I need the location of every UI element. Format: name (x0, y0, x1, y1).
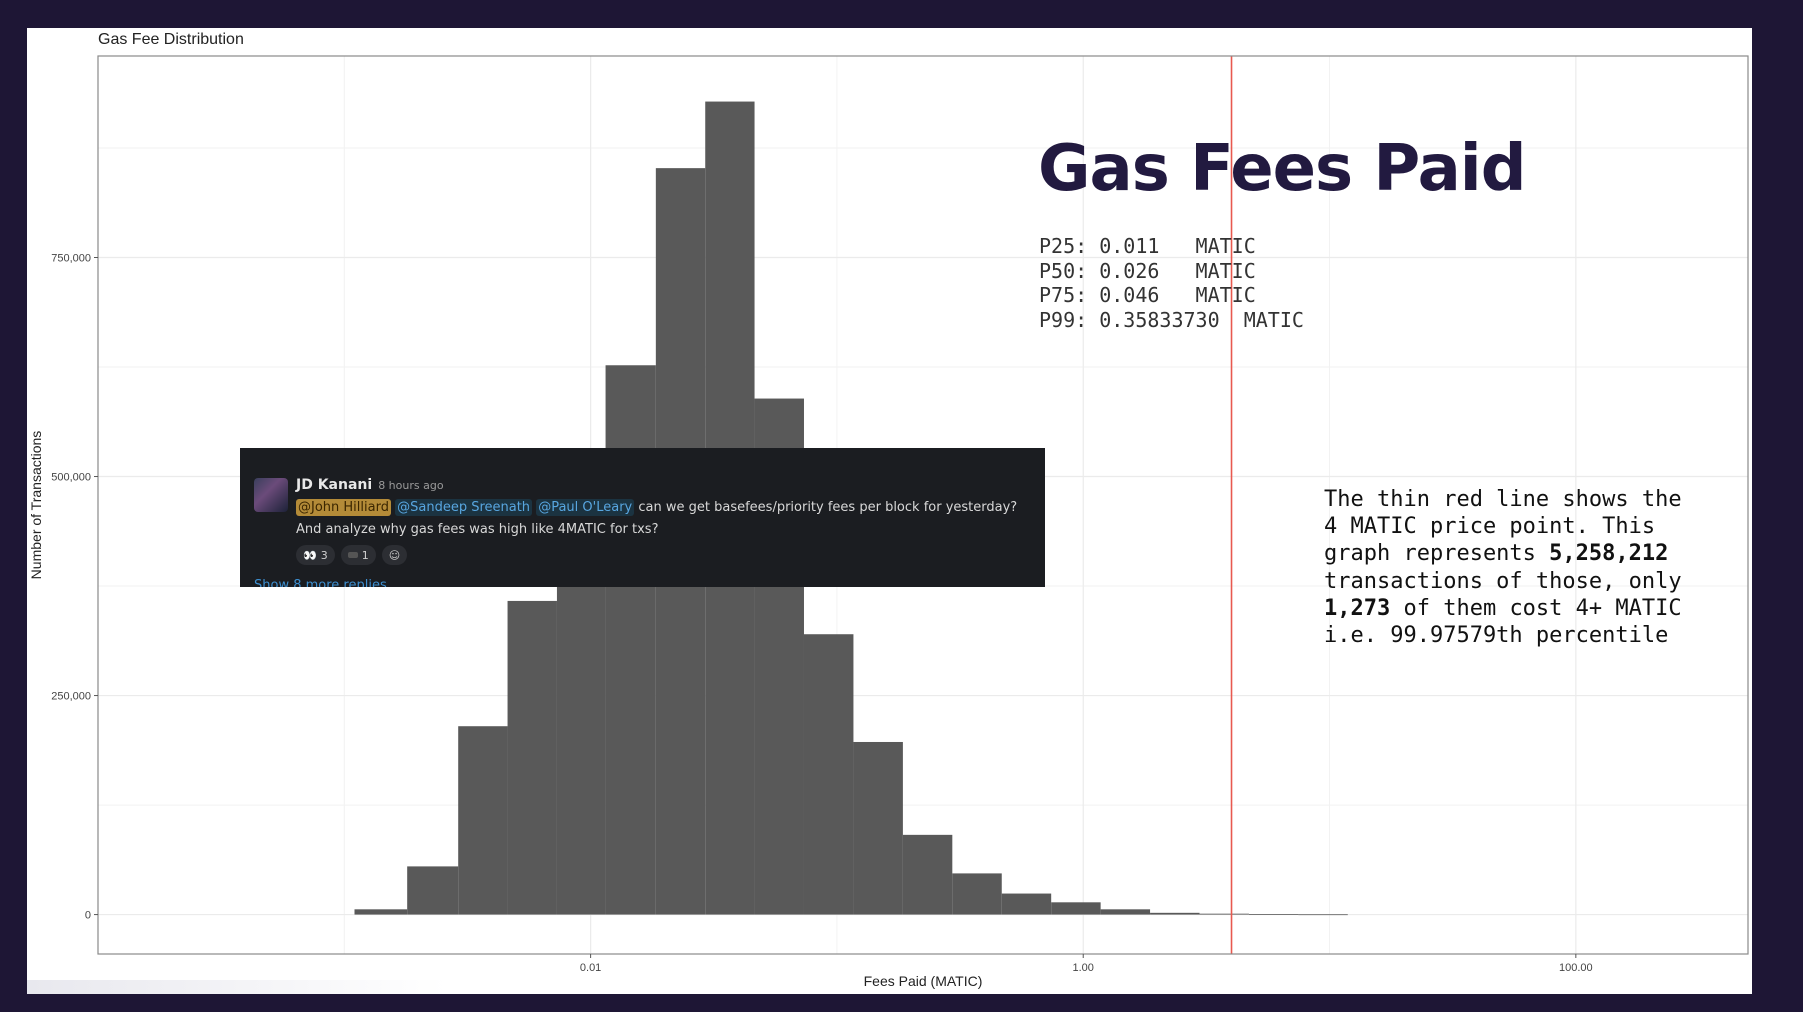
total-transactions: 5,258,212 (1549, 541, 1669, 567)
histogram-bar (1248, 914, 1299, 915)
x-tick-label: 100.00 (1559, 962, 1593, 974)
avatar[interactable] (254, 478, 288, 512)
custom-emoji-icon (347, 552, 358, 558)
reaction-eyes[interactable]: 👀 3 (296, 545, 335, 565)
x-axis-label: Fees Paid (MATIC) (864, 973, 983, 989)
histogram-bar (354, 909, 408, 915)
y-tick-label: 0 (85, 910, 91, 922)
add-reaction-button[interactable]: ☺ (381, 545, 408, 565)
histogram-bar (952, 873, 1002, 915)
x-tick-label: 1.00 (1073, 962, 1094, 974)
reactions: 👀 3 1 ☺ (296, 545, 408, 565)
plot-panel-border (97, 55, 1749, 955)
slack-message-overlay: JD Kanani 8 hours ago @John Hilliard @San… (240, 448, 1045, 587)
histogram-bar (1150, 912, 1200, 915)
bottom-fade (27, 980, 447, 994)
annotation-note: The thin red line shows the 4 MATIC pric… (1324, 486, 1704, 649)
note-line: i.e. 99.97579th percentile (1324, 623, 1669, 649)
histogram-bar (407, 866, 459, 915)
histogram-bar (458, 726, 508, 915)
y-tick-label: 500,000 (51, 472, 91, 484)
percentile-p50: P50: 0.026 MATIC (1039, 258, 1256, 283)
headline: Gas Fees Paid (1038, 132, 1527, 206)
histogram-bar (1001, 893, 1052, 915)
add-emoji-icon: ☺ (388, 548, 401, 562)
note-line: graph represents (1324, 541, 1550, 567)
axis-layer: 0.01 1.00 100.00 0 250,000 500,000 750,000 (51, 253, 1592, 974)
percentile-list: P25: 0.011 MATIC P50: 0.026 MATIC P75: 0.0… (1039, 234, 1304, 332)
mention-john[interactable]: @John Hilliard (296, 499, 391, 516)
percentile-p75: P75: 0.046 MATIC (1039, 283, 1256, 307)
message-text: can we get basefees/priority fees per bl… (296, 500, 1018, 537)
mention-sandeep[interactable]: @Sandeep Sreenath (395, 499, 533, 516)
histogram-bar (853, 741, 903, 915)
message-time[interactable]: 8 hours ago (378, 479, 444, 492)
show-more-replies-link[interactable]: Show 8 more replies (254, 578, 387, 587)
note-line: transactions of those, only (1324, 568, 1682, 594)
histogram-bar (507, 600, 557, 915)
mention-paul[interactable]: @Paul O'Leary (536, 499, 635, 516)
percentile-p25: P25: 0.011 MATIC (1039, 234, 1256, 258)
message-body: @John Hilliard @Sandeep Sreenath @Paul O… (296, 497, 1026, 541)
note-line: The thin red line shows the (1324, 487, 1682, 512)
histogram-bar (1100, 909, 1151, 915)
eyes-icon: 👀 (303, 548, 317, 562)
y-tick-label: 250,000 (51, 691, 91, 703)
expensive-count: 1,273 (1324, 595, 1391, 621)
histogram-bar (1199, 913, 1249, 915)
histogram-bar (803, 634, 854, 915)
chart-title: Gas Fee Distribution (98, 31, 244, 48)
histogram-bar (902, 834, 953, 915)
reaction-count: 3 (320, 548, 328, 562)
author-name[interactable]: JD Kanani (296, 477, 373, 493)
note-line: 4 MATIC price point. This (1324, 514, 1656, 540)
percentile-p99: P99: 0.35833730 MATIC (1039, 307, 1304, 332)
y-axis-label: Number of Transactions (28, 431, 44, 580)
message-header: JD Kanani 8 hours ago (296, 477, 444, 493)
histogram-bar (1298, 914, 1348, 916)
reaction-custom[interactable]: 1 (340, 545, 376, 565)
x-tick-label: 0.01 (580, 962, 601, 974)
y-tick-label: 750,000 (51, 253, 91, 265)
reaction-count: 1 (361, 548, 369, 562)
note-line: of them cost 4+ MATIC (1390, 595, 1682, 621)
slide: Gas Fee Distribution 0.01 1.00 100.00 0 250,… (27, 28, 1752, 994)
histogram-bar (1051, 902, 1101, 915)
